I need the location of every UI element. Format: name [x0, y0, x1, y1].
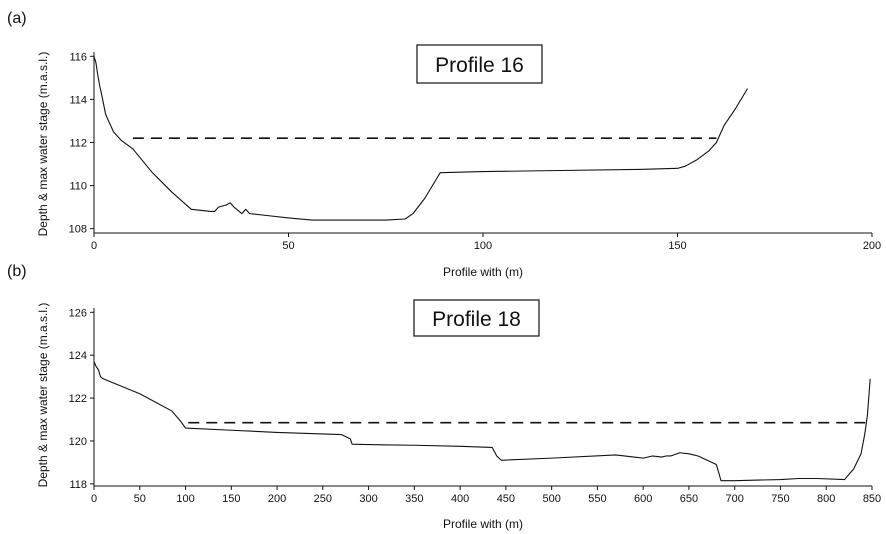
profile-16-x-tick-label: 50	[282, 240, 294, 252]
profile-16-depth-profile-line	[93, 56, 748, 221]
profile-16-y-axis-title: Depth & max water stage (m.a.s.l.)	[36, 52, 50, 237]
profile-18-y-tick-label: 124	[69, 350, 87, 362]
profile-18-x-tick-label: 400	[451, 493, 469, 505]
profile-18-title-box: Profile 18	[413, 299, 540, 337]
profile-18-depth-profile-line	[93, 361, 871, 482]
profile-18-x-tick-label: 100	[176, 493, 194, 505]
title-box-frame	[413, 299, 540, 337]
profile-18-panel: (b) Profile 18 Depth & max water stage (…	[7, 263, 881, 531]
profile-16-x-tick-label: 200	[863, 240, 881, 252]
profile-18-y-tick-label: 120	[69, 436, 87, 448]
profile-18-x-tick-label: 700	[726, 493, 744, 505]
panel-a-label: (a)	[7, 10, 27, 27]
profile-16-panel: (a) Profile 16 Depth & max water stage (…	[7, 10, 881, 279]
profile-18-y-tick-label: 122	[69, 393, 87, 405]
profile-16-y-tick-label: 114	[69, 94, 87, 106]
profile-16-x-axis-title: Profile with (m)	[443, 265, 523, 279]
profile-18-x-tick-label: 850	[863, 493, 881, 505]
profile-18-x-tick-label: 350	[405, 493, 423, 505]
profile-18-x-tick-label: 200	[268, 493, 286, 505]
profile-18-x-tick-label: 600	[634, 493, 652, 505]
profile-18-x-tick-label: 650	[680, 493, 698, 505]
profile-18-title: Profile 18	[432, 308, 521, 331]
profile-16-x-tick-label: 0	[91, 240, 97, 252]
profile-16-y-tick-label: 110	[69, 181, 87, 193]
profile-18-x-tick-label: 500	[542, 493, 560, 505]
profile-16-y-tick-label: 108	[69, 224, 87, 236]
profile-18-x-tick-label: 50	[134, 493, 146, 505]
title-box-frame	[416, 44, 543, 84]
profile-18-y-tick-label: 126	[69, 307, 87, 319]
profile-18-x-tick-label: 450	[497, 493, 515, 505]
profile-16-y-tick-label: 116	[69, 51, 87, 63]
profile-18-x-axis-title: Profile with (m)	[443, 517, 523, 531]
profile-18-x-tick-label: 550	[588, 493, 606, 505]
profile-18-x-tick-label: 150	[222, 493, 240, 505]
profile-16-title-box: Profile 16	[416, 44, 543, 84]
profile-16-title: Profile 16	[435, 54, 524, 77]
profile-18-x-tick-label: 750	[771, 493, 789, 505]
panel-b-label: (b)	[7, 263, 27, 280]
profile-18-y-axis-title: Depth & max water stage (m.a.s.l.)	[36, 303, 50, 488]
profile-18-y-tick-label: 118	[69, 479, 87, 491]
profile-18-x-tick-label: 250	[314, 493, 332, 505]
profile-16-y-tick-label: 112	[69, 138, 87, 150]
profile-16-x-tick-label: 100	[474, 240, 492, 252]
profile-18-x-tick-label: 0	[91, 493, 97, 505]
profile-18-x-tick-label: 800	[817, 493, 835, 505]
profile-18-x-tick-label: 300	[359, 493, 377, 505]
profile-16-x-tick-label: 150	[668, 240, 686, 252]
